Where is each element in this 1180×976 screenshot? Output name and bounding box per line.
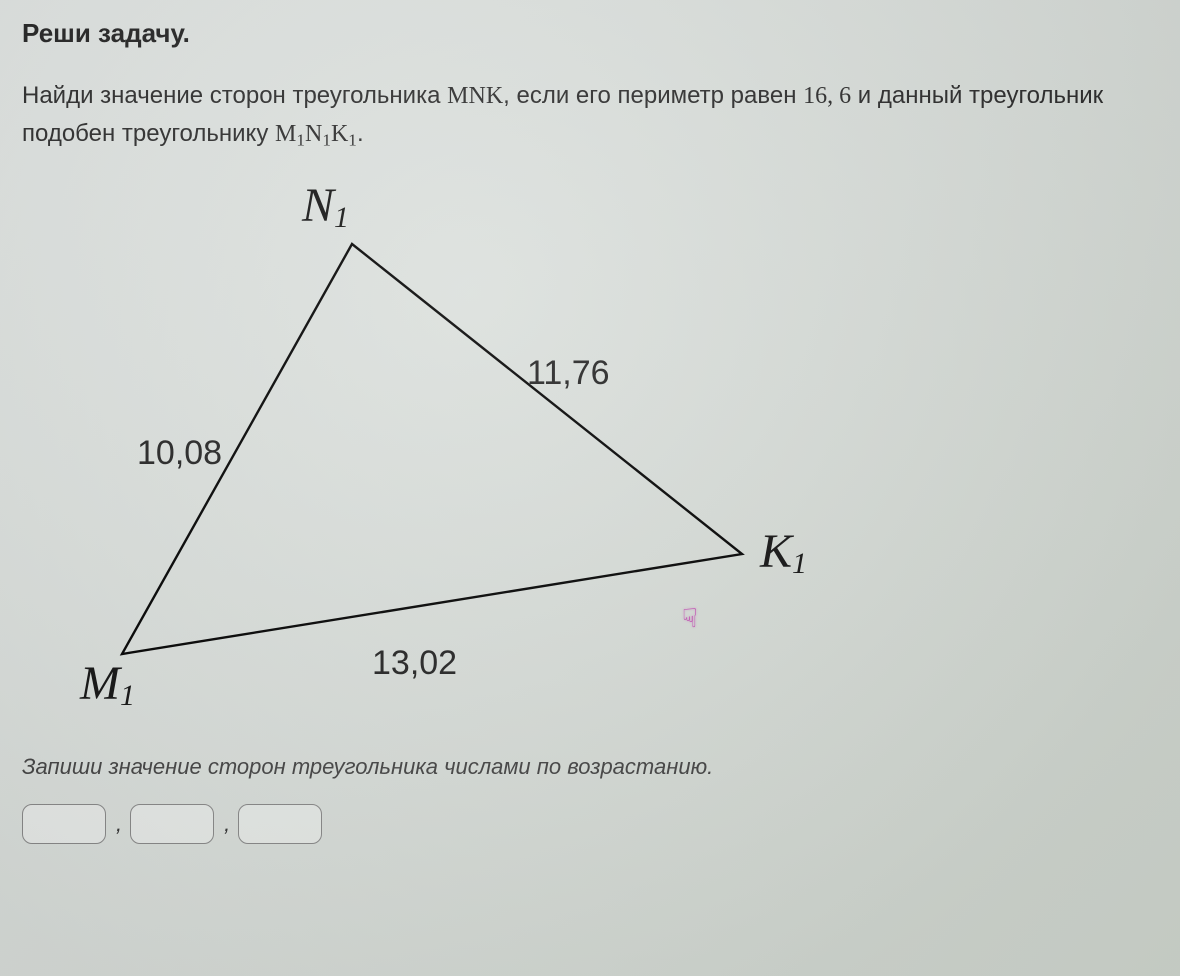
side-n1k1-value: 11,76 [527,354,610,393]
side-m1n1-value: 10,08 [137,434,222,473]
task-heading: Реши задачу. [22,18,1158,49]
vertex-n1-label: N1 [302,178,349,235]
problem-text: Найди значение сторон треугольника MNK, … [22,77,1142,154]
vertex-letter: M [80,657,120,710]
vertex-letter: N [302,179,334,232]
answer-instruction: Запиши значение сторон треугольника числ… [22,754,1158,780]
vertex-k1-label: K1 [760,524,807,581]
problem-part: подобен треугольнику [22,120,275,147]
triangle-mnk: MNK [447,83,503,109]
m-sub: 1 [296,131,305,150]
n-letter: N [305,121,322,147]
vertex-sub: 1 [120,679,135,712]
problem-part: Найди значение сторон треугольника [22,82,447,109]
problem-part: и данный треугольник [851,82,1103,109]
cursor-icon: ☟ [682,604,698,634]
n-sub: 1 [322,131,331,150]
answer-sep: , [112,811,124,837]
answer-row: , , [22,804,1158,844]
m-letter: M [275,121,296,147]
answer-input-2[interactable] [130,804,214,844]
vertex-m1-label: M1 [80,656,135,713]
answer-input-3[interactable] [238,804,322,844]
perimeter-value: 16, 6 [803,83,851,109]
k-letter: K [331,121,348,147]
vertex-sub: 1 [334,201,349,234]
answer-input-1[interactable] [22,804,106,844]
triangle-figure: N1 M1 K1 10,08 11,76 13,02 ☟ [22,184,1122,744]
side-m1k1-value: 13,02 [372,644,457,683]
vertex-letter: K [760,525,792,578]
answer-sep: , [220,811,232,837]
vertex-sub: 1 [792,547,807,580]
k-sub: 1 [348,131,357,150]
triangle-m1n1k1: M1N1K1 [275,121,357,147]
problem-part: . [357,120,364,147]
problem-part: , если его периметр равен [503,82,803,109]
